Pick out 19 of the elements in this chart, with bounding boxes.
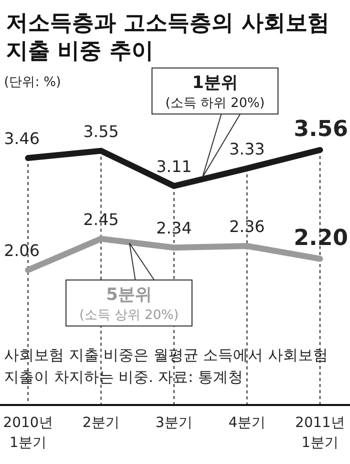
- data-label: 2.45: [83, 210, 119, 229]
- data-label: 3.56: [294, 117, 348, 142]
- data-label: 2.06: [4, 241, 40, 260]
- x-tick-label: 4분기: [228, 415, 266, 431]
- data-label: 3.46: [4, 129, 40, 148]
- x-tick-label: 3분기: [156, 415, 192, 431]
- data-label: 2.20: [294, 226, 348, 251]
- data-label: 3.33: [229, 139, 265, 158]
- x-tick-label: 2분기: [82, 415, 120, 431]
- text: 사회보험 지출 비중은 월평균 소득에서 사회보험 지출이 차지하는 비중. 자료: 통계청: [4, 346, 328, 386]
- series-label: 5분위 (소득 상위 20%): [79, 285, 179, 323]
- chart-title: 저소득층과 고소득층의 사회보험 지출 비중 추이: [6, 11, 330, 64]
- data-label: 2.36: [229, 217, 265, 236]
- x-tick-label: 2011년 1분기: [295, 415, 345, 451]
- chart-subtitle: (단위: %): [4, 75, 62, 90]
- data-label: 3.11: [156, 157, 192, 176]
- data-label: 2.34: [156, 218, 192, 238]
- data-label: 3.55: [83, 122, 119, 141]
- x-tick-label: 2010년 1분기: [3, 415, 53, 451]
